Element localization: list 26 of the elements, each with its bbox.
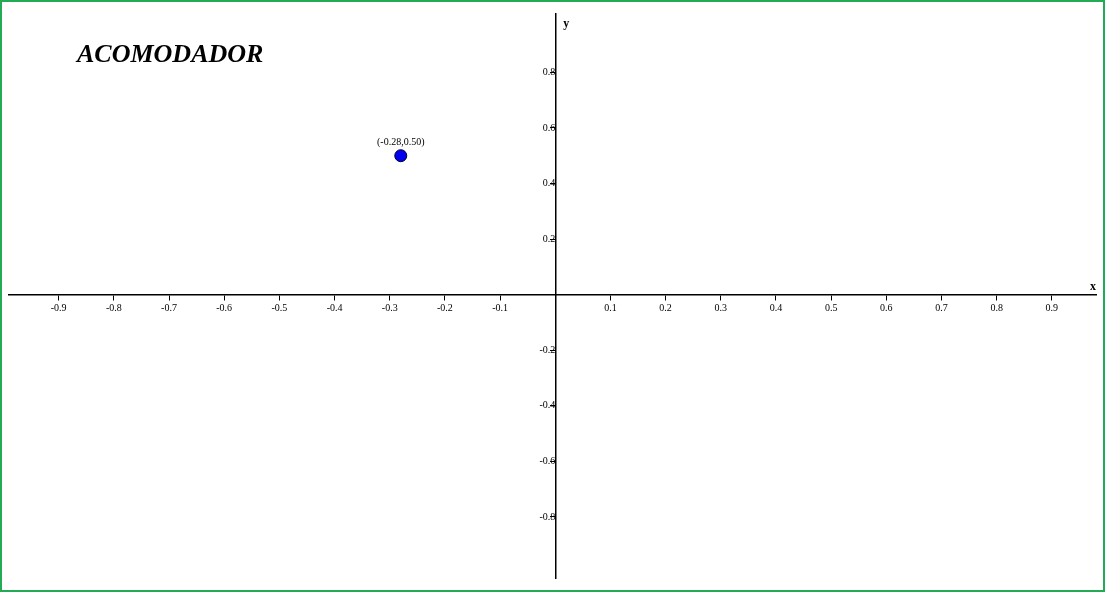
x-axis-title: x: [1090, 278, 1096, 293]
x-tick-label: -0.7: [161, 302, 177, 314]
x-tick-label: 0.7: [935, 302, 948, 314]
x-tick-label: -0.3: [381, 302, 398, 314]
x-tick-label: -0.4: [326, 302, 343, 314]
x-tick-label: 0.6: [880, 302, 893, 314]
y-tick-label: 0.4: [542, 177, 556, 189]
x-tick-label: 0.8: [990, 302, 1003, 314]
y-tick-label: 0.2: [542, 232, 556, 244]
text: ACOMODADOR: [75, 38, 264, 68]
x-tick-label: 0.4: [769, 302, 783, 314]
y-axis-title: y: [563, 16, 570, 31]
x-tick-label: -0.6: [216, 302, 233, 314]
x-tick-label: 0.3: [714, 302, 728, 314]
x-tick-label: -0.1: [492, 302, 508, 314]
x-tick-label: -0.5: [271, 302, 288, 314]
x-tick-label: -0.8: [105, 302, 122, 314]
x-tick-label: 0.1: [604, 302, 617, 314]
data-label: (-0.28,0.50): [377, 136, 425, 149]
x-tick-label: -0.9: [50, 302, 67, 314]
x-tick-label: 0.5: [824, 302, 838, 314]
y-tick-label: -0.2: [539, 343, 556, 355]
y-tick-label: -0.4: [539, 399, 556, 411]
x-tick-label: 0.2: [659, 302, 672, 314]
x-tick-label: 0.9: [1045, 302, 1059, 314]
x-tick-label: -0.2: [436, 302, 453, 314]
